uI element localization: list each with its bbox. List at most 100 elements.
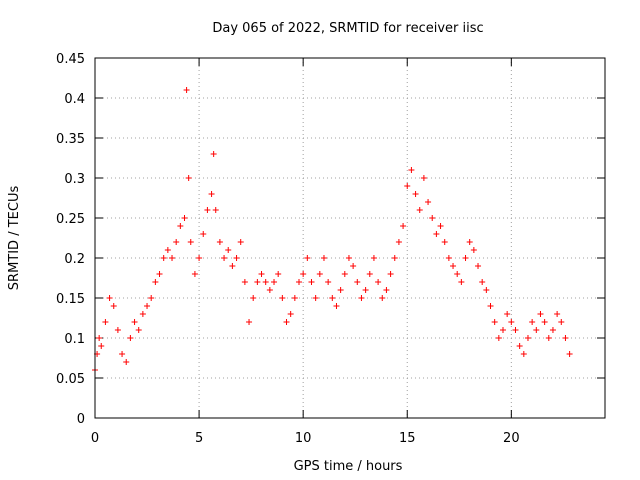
data-point <box>254 279 261 285</box>
data-point <box>333 303 340 309</box>
data-point <box>229 263 236 269</box>
data-point <box>545 335 552 341</box>
data-point <box>400 223 407 229</box>
data-point <box>441 239 448 245</box>
data-point <box>354 279 361 285</box>
data-point <box>379 295 386 301</box>
data-point <box>370 255 377 261</box>
y-axis-label: SRMTID / TECUs <box>7 186 22 291</box>
data-point <box>558 319 565 325</box>
data-point <box>148 295 155 301</box>
y-tick-label: 0.2 <box>64 252 85 267</box>
data-point <box>554 311 561 317</box>
data-point <box>387 271 394 277</box>
data-point <box>479 279 486 285</box>
data-point <box>429 215 436 221</box>
data-point <box>495 335 502 341</box>
data-point <box>537 311 544 317</box>
data-point <box>152 279 159 285</box>
data-point <box>508 319 515 325</box>
data-point <box>445 255 452 261</box>
data-point <box>416 207 423 213</box>
data-point <box>102 319 109 325</box>
data-point <box>520 351 527 357</box>
x-tick-label: 20 <box>503 431 520 446</box>
data-point <box>300 271 307 277</box>
data-point <box>500 327 506 333</box>
data-point <box>212 207 219 213</box>
data-point <box>185 175 192 181</box>
data-point <box>408 167 415 173</box>
data-point <box>475 263 482 269</box>
data-point <box>562 335 569 341</box>
data-point <box>123 359 130 365</box>
data-point <box>383 287 390 293</box>
data-point <box>225 247 232 253</box>
data-point <box>337 287 344 293</box>
data-point <box>325 279 332 285</box>
y-tick-label: 0.45 <box>56 52 85 67</box>
data-point <box>139 311 146 317</box>
data-point <box>98 343 105 349</box>
data-point <box>275 271 282 277</box>
data-point <box>119 351 126 357</box>
data-point <box>341 271 348 277</box>
data-point <box>395 239 402 245</box>
data-point <box>173 239 180 245</box>
data-point <box>412 191 419 197</box>
data-point <box>110 303 117 309</box>
data-point <box>433 231 440 237</box>
y-tick-label: 0.35 <box>56 132 85 147</box>
data-point <box>204 207 211 213</box>
chart-title: Day 065 of 2022, SRMTID for receiver iis… <box>212 21 483 36</box>
data-point <box>114 327 121 333</box>
y-tick-label: 0.15 <box>56 292 85 307</box>
data-point <box>466 239 473 245</box>
data-point <box>106 295 113 301</box>
data-point <box>566 351 573 357</box>
data-point <box>470 247 477 253</box>
data-point <box>308 279 315 285</box>
y-tick-label: 0.3 <box>64 172 85 187</box>
data-point <box>404 183 411 189</box>
data-point <box>191 271 198 277</box>
data-point <box>454 271 461 277</box>
data-point <box>533 327 540 333</box>
data-point <box>246 319 253 325</box>
data-point <box>208 191 215 197</box>
data-point <box>458 279 465 285</box>
x-tick-label: 5 <box>195 431 203 446</box>
data-point <box>366 271 373 277</box>
data-point <box>183 87 190 93</box>
data-point <box>131 319 138 325</box>
data-point <box>266 287 273 293</box>
x-tick-label: 0 <box>91 431 99 446</box>
y-tick-label: 0.4 <box>64 92 85 107</box>
data-point <box>181 215 188 221</box>
data-point <box>350 263 357 269</box>
data-point <box>177 223 184 229</box>
data-points <box>92 87 573 373</box>
data-point <box>144 303 151 309</box>
data-point <box>487 303 494 309</box>
data-point <box>187 239 194 245</box>
data-point <box>549 327 556 333</box>
data-point <box>304 255 311 261</box>
data-point <box>258 271 265 277</box>
plot-frame <box>94 57 606 419</box>
axis-ticks: 0 0.05 0.1 0.15 0.2 0.25 0.3 0.35 0.4 0.45 0 5 10 15 2… <box>56 52 605 446</box>
data-point <box>320 255 327 261</box>
data-point <box>296 279 302 285</box>
data-point <box>516 343 523 349</box>
data-point <box>316 271 323 277</box>
data-point <box>425 199 432 205</box>
data-point <box>287 311 294 317</box>
data-point <box>420 175 427 181</box>
data-point <box>250 295 257 301</box>
data-point <box>524 335 531 341</box>
data-point <box>279 295 286 301</box>
data-point <box>241 279 248 285</box>
data-point <box>504 311 511 317</box>
